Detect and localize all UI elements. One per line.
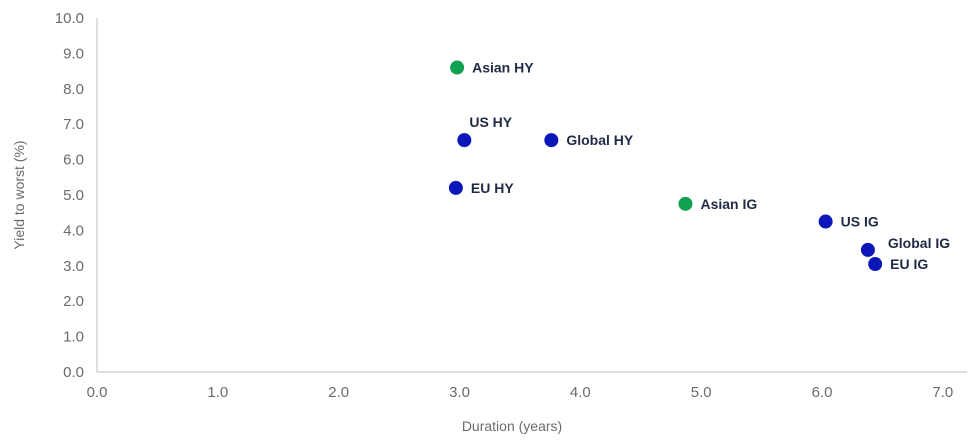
point-label: Asian HY xyxy=(472,60,534,76)
data-point xyxy=(678,196,693,211)
data-point xyxy=(860,242,875,257)
y-tick-label: 3.0 xyxy=(63,258,84,275)
point-label: Global IG xyxy=(888,235,950,251)
axes xyxy=(96,18,967,373)
data-point xyxy=(544,133,559,148)
y-tick-labels: 0.0 1.0 2.0 3.0 4.0 5.0 6.0 7.0 8.0 9.0 10.0 xyxy=(55,10,84,381)
data-point xyxy=(457,133,472,148)
y-tick-label: 4.0 xyxy=(63,222,84,239)
y-tick-label: 5.0 xyxy=(63,187,84,204)
y-tick-label: 0.0 xyxy=(63,364,84,381)
x-tick-label: 0.0 xyxy=(87,384,108,401)
data-points xyxy=(448,60,883,272)
data-point xyxy=(450,60,465,75)
point-label: EU HY xyxy=(471,180,514,196)
x-tick-label: 6.0 xyxy=(812,384,833,401)
x-tick-label: 3.0 xyxy=(449,384,470,401)
y-tick-label: 1.0 xyxy=(63,329,84,346)
x-tick-label: 7.0 xyxy=(932,384,953,401)
y-tick-label: 6.0 xyxy=(63,152,84,169)
x-tick-label: 2.0 xyxy=(328,384,349,401)
data-point xyxy=(868,257,883,272)
y-tick-label: 9.0 xyxy=(63,45,84,62)
point-label: Asian IG xyxy=(700,196,757,212)
y-tick-label: 10.0 xyxy=(55,10,84,27)
x-tick-label: 4.0 xyxy=(570,384,591,401)
x-tick-label: 5.0 xyxy=(691,384,712,401)
y-tick-label: 8.0 xyxy=(63,81,84,98)
y-axis-title: Yield to worst (%) xyxy=(11,140,27,249)
data-point xyxy=(818,214,833,229)
point-label: Global HY xyxy=(566,132,634,148)
y-tick-label: 7.0 xyxy=(63,116,84,133)
y-tick-label: 2.0 xyxy=(63,293,84,310)
point-labels: Asian HY US HY Global HY EU HY Asian IG US IG… xyxy=(469,60,950,272)
x-axis-title: Duration (years) xyxy=(462,418,562,434)
data-point xyxy=(448,180,463,195)
point-label: US IG xyxy=(841,214,879,230)
point-label: US HY xyxy=(469,114,512,130)
point-label: EU IG xyxy=(890,256,928,272)
x-tick-labels: 0.0 1.0 2.0 3.0 4.0 5.0 6.0 7.0 xyxy=(87,384,954,401)
x-tick-label: 1.0 xyxy=(207,384,228,401)
